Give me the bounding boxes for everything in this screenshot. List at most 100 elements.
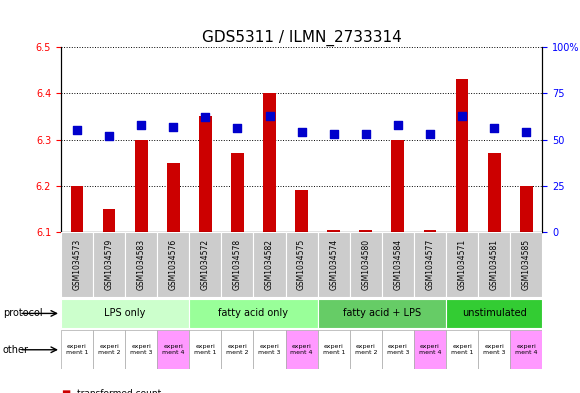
Bar: [285, 330, 318, 369]
Bar: [125, 232, 157, 297]
Bar: [295, 190, 308, 232]
Text: fatty acid only: fatty acid only: [219, 309, 288, 318]
Bar: [125, 330, 157, 369]
Bar: [231, 153, 244, 232]
Text: GSM1034578: GSM1034578: [233, 239, 242, 290]
Point: [425, 131, 434, 137]
Text: experi
ment 3: experi ment 3: [258, 344, 281, 355]
Text: GSM1034576: GSM1034576: [169, 239, 177, 290]
Bar: [93, 232, 125, 297]
Bar: [382, 330, 414, 369]
Text: GSM1034571: GSM1034571: [458, 239, 466, 290]
Point: [361, 131, 371, 137]
Text: GSM1034584: GSM1034584: [393, 239, 403, 290]
Bar: [488, 153, 501, 232]
Text: fatty acid + LPS: fatty acid + LPS: [343, 309, 421, 318]
Bar: [414, 232, 446, 297]
Text: transformed count: transformed count: [77, 389, 161, 393]
Bar: [414, 330, 446, 369]
Text: GSM1034577: GSM1034577: [426, 239, 434, 290]
Bar: [199, 116, 212, 232]
Text: GSM1034573: GSM1034573: [72, 239, 81, 290]
Text: experi
ment 4: experi ment 4: [515, 344, 538, 355]
Bar: [253, 232, 285, 297]
Point: [265, 112, 274, 119]
Point: [521, 129, 531, 135]
Bar: [478, 232, 510, 297]
Text: protocol: protocol: [3, 309, 42, 318]
Point: [136, 121, 146, 128]
Bar: [520, 185, 532, 232]
Text: LPS only: LPS only: [104, 309, 146, 318]
Text: GSM1034585: GSM1034585: [522, 239, 531, 290]
Point: [72, 127, 82, 133]
Bar: [318, 330, 350, 369]
Bar: [510, 330, 542, 369]
Text: other: other: [3, 345, 29, 355]
Bar: [189, 232, 222, 297]
Bar: [103, 209, 115, 232]
Bar: [360, 230, 372, 232]
Point: [169, 123, 178, 130]
Bar: [157, 330, 189, 369]
Bar: [285, 232, 318, 297]
Bar: [350, 330, 382, 369]
Bar: [222, 232, 253, 297]
Point: [233, 125, 242, 132]
Bar: [392, 140, 404, 232]
Text: GSM1034575: GSM1034575: [297, 239, 306, 290]
Text: experi
ment 1: experi ment 1: [194, 344, 216, 355]
Bar: [61, 330, 93, 369]
Point: [104, 133, 114, 139]
Text: GSM1034583: GSM1034583: [137, 239, 146, 290]
Bar: [456, 79, 469, 232]
Bar: [253, 330, 285, 369]
Bar: [263, 93, 276, 232]
Text: experi
ment 4: experi ment 4: [291, 344, 313, 355]
Bar: [382, 232, 414, 297]
Bar: [423, 230, 436, 232]
Text: experi
ment 2: experi ment 2: [354, 344, 377, 355]
Bar: [189, 299, 318, 328]
Bar: [318, 299, 446, 328]
Text: experi
ment 2: experi ment 2: [226, 344, 249, 355]
Point: [393, 121, 403, 128]
Text: GSM1034579: GSM1034579: [104, 239, 114, 290]
Text: experi
ment 3: experi ment 3: [130, 344, 153, 355]
Bar: [93, 330, 125, 369]
Bar: [478, 330, 510, 369]
Point: [490, 125, 499, 132]
Bar: [446, 299, 542, 328]
Text: experi
ment 1: experi ment 1: [322, 344, 345, 355]
Text: unstimulated: unstimulated: [462, 309, 527, 318]
Text: GSM1034574: GSM1034574: [329, 239, 338, 290]
Text: experi
ment 2: experi ment 2: [98, 344, 120, 355]
Bar: [446, 232, 478, 297]
Text: experi
ment 4: experi ment 4: [162, 344, 184, 355]
Bar: [135, 140, 147, 232]
Text: GSM1034580: GSM1034580: [361, 239, 370, 290]
Bar: [446, 330, 478, 369]
Bar: [189, 330, 222, 369]
Text: experi
ment 3: experi ment 3: [387, 344, 409, 355]
Title: GDS5311 / ILMN_2733314: GDS5311 / ILMN_2733314: [202, 29, 401, 46]
Text: experi
ment 4: experi ment 4: [419, 344, 441, 355]
Bar: [167, 163, 180, 232]
Bar: [71, 185, 84, 232]
Point: [297, 129, 306, 135]
Bar: [327, 230, 340, 232]
Bar: [510, 232, 542, 297]
Text: ■: ■: [61, 389, 70, 393]
Text: GSM1034582: GSM1034582: [265, 239, 274, 290]
Bar: [318, 232, 350, 297]
Text: experi
ment 3: experi ment 3: [483, 344, 505, 355]
Point: [458, 112, 467, 119]
Text: experi
ment 1: experi ment 1: [451, 344, 473, 355]
Text: experi
ment 1: experi ment 1: [66, 344, 88, 355]
Bar: [350, 232, 382, 297]
Bar: [61, 232, 93, 297]
Point: [329, 131, 338, 137]
Point: [201, 114, 210, 121]
Text: GSM1034581: GSM1034581: [490, 239, 499, 290]
Bar: [157, 232, 189, 297]
